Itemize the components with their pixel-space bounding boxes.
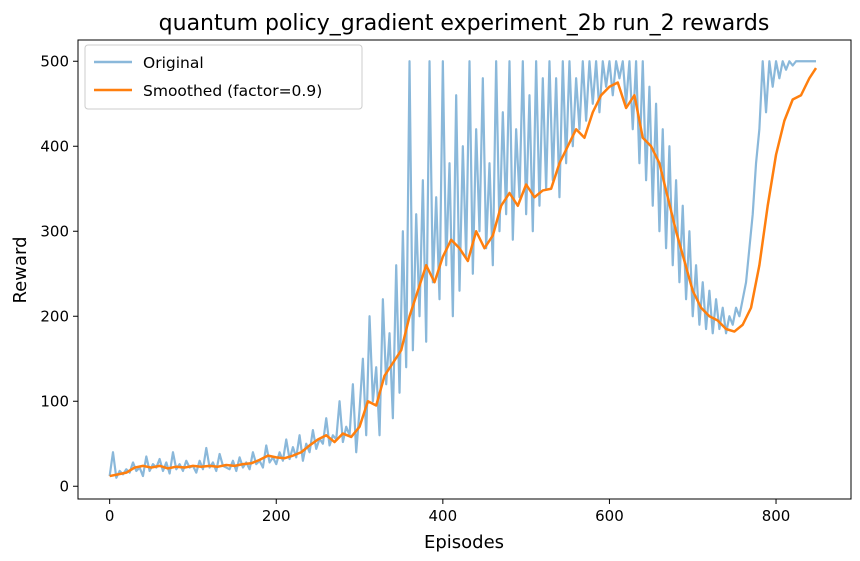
legend-label-original: Original bbox=[143, 54, 204, 72]
x-tick-label: 400 bbox=[429, 507, 458, 525]
legend-label-smoothed: Smoothed (factor=0.9) bbox=[143, 82, 322, 100]
y-tick-label: 200 bbox=[40, 307, 69, 325]
plot-frame bbox=[77, 39, 852, 500]
y-axis: 0 100 200 300 400 500 bbox=[40, 52, 78, 495]
x-axis-label: Episodes bbox=[424, 532, 504, 553]
series-line-smoothed bbox=[109, 67, 818, 478]
x-tick-label: 800 bbox=[762, 507, 791, 525]
series-line-original bbox=[108, 60, 817, 479]
y-tick-label: 300 bbox=[40, 222, 69, 240]
plot-area bbox=[108, 60, 818, 479]
y-tick-label: 100 bbox=[40, 392, 69, 410]
legend: Original Smoothed (factor=0.9) bbox=[84, 44, 363, 110]
y-tick-label: 0 bbox=[59, 477, 69, 495]
x-tick-label: 200 bbox=[262, 507, 291, 525]
legend-box bbox=[84, 44, 363, 110]
y-tick-label: 500 bbox=[40, 52, 69, 70]
chart-title: quantum policy_gradient experiment_2b ru… bbox=[159, 11, 770, 36]
y-tick-label: 400 bbox=[40, 137, 69, 155]
x-axis: 0 200 400 600 800 bbox=[105, 499, 790, 525]
y-axis-label: Reward bbox=[10, 236, 31, 303]
x-tick-label: 600 bbox=[595, 507, 624, 525]
x-tick-label: 0 bbox=[105, 507, 115, 525]
